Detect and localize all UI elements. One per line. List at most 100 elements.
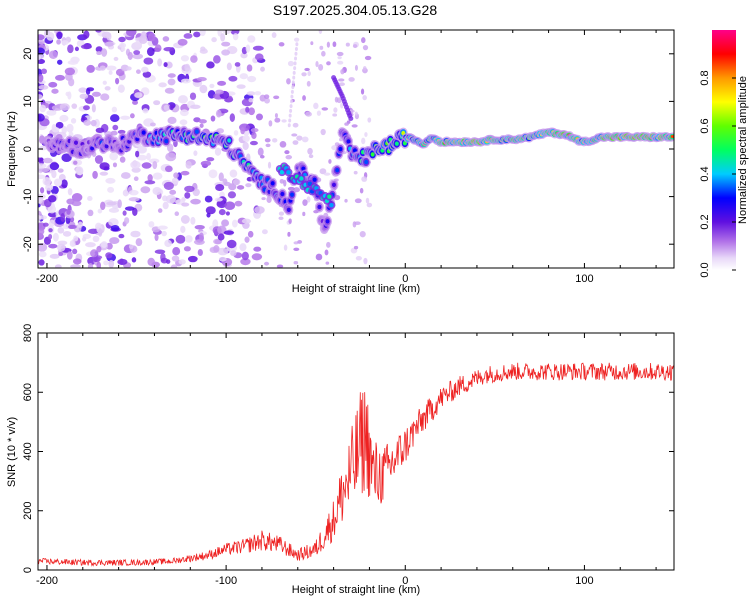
noise-blob (67, 188, 73, 196)
noise-blob (239, 243, 247, 252)
noise-blob (292, 140, 299, 145)
noise-blob (265, 143, 271, 148)
noise-blob (126, 66, 132, 71)
noise-blob (276, 264, 284, 268)
noise-blob (48, 234, 53, 240)
signal-core (73, 140, 78, 145)
signal-core (670, 135, 674, 139)
noise-blob (49, 162, 60, 171)
noise-blob (217, 247, 229, 256)
noise-blob (38, 40, 46, 45)
noise-blob (157, 208, 163, 213)
noise-blob (361, 176, 368, 182)
noise-blob (122, 189, 129, 197)
noise-blob (225, 211, 230, 216)
noise-blob (87, 228, 99, 234)
noise-blob (47, 211, 58, 218)
noise-blob (247, 230, 254, 238)
noise-blob (197, 248, 203, 256)
noise-blob (241, 218, 252, 224)
noise-blob (108, 259, 115, 268)
noise-blob (301, 136, 309, 143)
signal-core (90, 146, 95, 151)
noise-blob (152, 186, 162, 196)
noise-blob (190, 198, 201, 205)
signal-core (346, 139, 351, 144)
noise-blob (218, 209, 226, 216)
noise-blob (171, 177, 179, 185)
noise-blob (56, 31, 63, 40)
signal-core (364, 159, 369, 165)
spectrogram-y-tick-label: 20 (22, 48, 34, 60)
noise-blob (38, 203, 41, 208)
noise-blob (293, 261, 299, 265)
noise-blob (310, 41, 314, 46)
noise-blob (174, 211, 180, 217)
noise-blob (152, 172, 163, 180)
noise-blob (70, 118, 77, 124)
noise-blob (70, 264, 81, 268)
noise-blob (337, 56, 342, 60)
noise-blob (264, 138, 271, 143)
noise-blob (101, 48, 108, 57)
noise-blob (323, 172, 331, 176)
noise-blob (158, 82, 167, 88)
signal-core (270, 181, 275, 186)
noise-blob (306, 80, 311, 87)
noise-blob (38, 251, 47, 258)
noise-blob (321, 50, 326, 57)
noise-blob (345, 42, 350, 47)
noise-blob (221, 49, 231, 56)
noise-blob (200, 160, 212, 167)
noise-blob (119, 42, 127, 48)
noise-streak (295, 42, 299, 47)
spectrogram-y-tick-label: -10 (22, 189, 34, 205)
noise-blob (352, 44, 358, 49)
noise-blob (48, 195, 57, 203)
noise-blob (113, 56, 119, 61)
noise-blob (304, 67, 310, 72)
noise-blob (154, 249, 166, 254)
noise-blob (100, 201, 106, 211)
noise-blob (177, 38, 188, 46)
noise-blob (319, 168, 327, 175)
noise-blob (95, 30, 102, 33)
noise-blob (138, 34, 148, 44)
noise-blob (54, 74, 66, 81)
noise-blob (53, 178, 63, 187)
noise-streak (293, 66, 297, 71)
noise-blob (250, 127, 259, 133)
snr-series-line (38, 362, 674, 567)
noise-blob (226, 239, 237, 249)
signal-core (227, 138, 232, 143)
noise-blob (42, 176, 52, 186)
noise-blob (99, 162, 110, 170)
noise-blob (38, 163, 47, 169)
noise-blob (218, 172, 224, 182)
noise-blob (286, 78, 291, 85)
noise-blob (80, 44, 92, 50)
noise-blob (38, 73, 44, 83)
noise-blob (115, 77, 120, 85)
noise-blob (307, 71, 311, 77)
noise-blob (108, 207, 120, 213)
noise-blob (66, 251, 73, 260)
noise-blob (69, 240, 76, 247)
noise-blob (38, 47, 45, 56)
noise-blob (38, 233, 44, 239)
noise-blob (264, 97, 270, 104)
noise-blob (38, 94, 43, 100)
noise-blob (257, 147, 264, 156)
noise-streak (289, 104, 293, 109)
noise-blob (48, 50, 58, 59)
snr-y-label: SNR (10 * v/v) (6, 417, 18, 487)
noise-blob (57, 227, 65, 234)
noise-blob (38, 259, 45, 266)
noise-blob (62, 230, 72, 237)
noise-blob (38, 34, 45, 41)
noise-blob (215, 183, 225, 192)
noise-blob (232, 178, 241, 186)
noise-blob (214, 197, 223, 202)
noise-blob (271, 32, 277, 39)
signal-core (352, 148, 357, 153)
